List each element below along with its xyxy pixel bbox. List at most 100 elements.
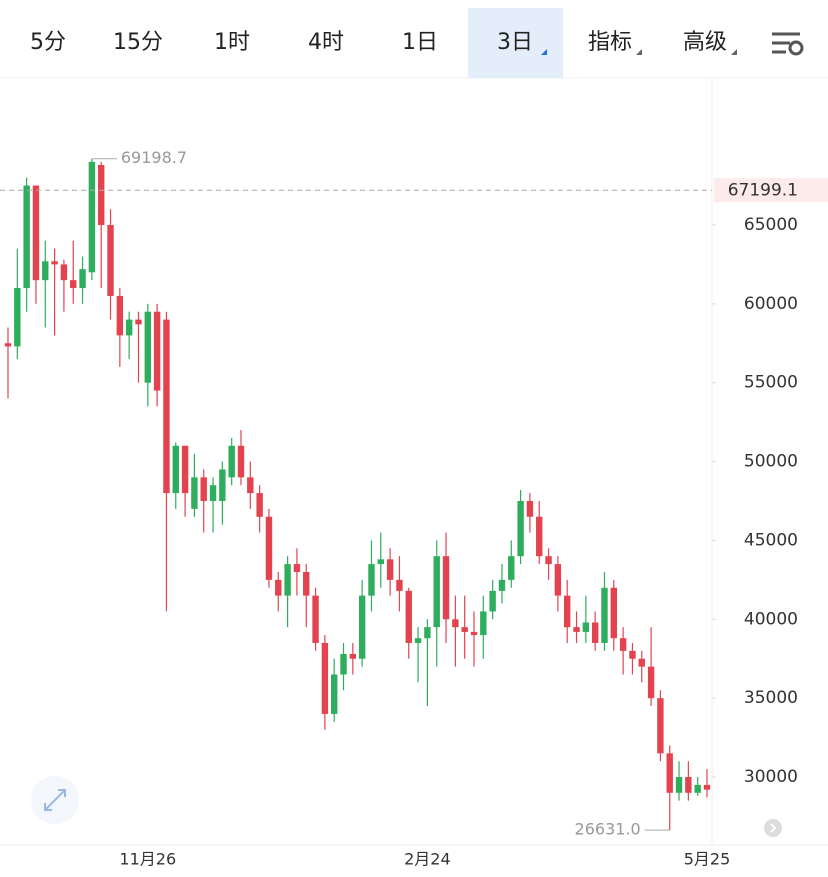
- candle-body: [703, 784, 711, 790]
- candle-body: [545, 556, 552, 565]
- candle-body: [172, 445, 179, 494]
- candle-body: [619, 638, 627, 651]
- candle-body: [265, 516, 273, 580]
- candle-body: [638, 658, 645, 667]
- tab[interactable]: 1日: [402, 30, 438, 55]
- candle-body: [442, 556, 450, 620]
- candle-body: [591, 622, 599, 643]
- candle-body: [60, 264, 68, 281]
- candle-body: [610, 587, 617, 639]
- candle-body: [349, 653, 357, 659]
- min-label: 26631.0: [575, 820, 641, 839]
- candle-body: [685, 777, 692, 793]
- tab[interactable]: 指标: [588, 30, 632, 55]
- dropdown-caret: [636, 49, 642, 55]
- price-label-bg: [714, 178, 828, 203]
- candle-body: [414, 638, 422, 643]
- candle-body: [4, 343, 12, 347]
- candle-body: [219, 469, 226, 501]
- candle-body: [135, 319, 142, 325]
- candle-body: [368, 564, 375, 596]
- candle-body: [424, 627, 431, 639]
- candle-body: [275, 579, 282, 596]
- candle-body: [51, 261, 58, 265]
- candle-body: [657, 698, 664, 754]
- x-tick-label: 2月24: [404, 850, 451, 869]
- candle-body: [554, 564, 562, 596]
- candle-body: [647, 666, 655, 699]
- candle-body: [675, 777, 683, 793]
- candle-body: [191, 477, 198, 509]
- y-tick-label: 40000: [744, 609, 798, 629]
- price-label: 67199.1: [728, 180, 798, 200]
- tab[interactable]: 5分: [30, 30, 66, 55]
- candle-body: [526, 500, 534, 517]
- candle-body: [396, 579, 403, 591]
- candle-body: [23, 185, 30, 289]
- dropdown-caret: [731, 49, 737, 55]
- candle-body: [498, 579, 506, 591]
- candle-body: [247, 477, 254, 494]
- candle-body: [312, 595, 319, 643]
- candle-body: [508, 556, 515, 580]
- candle-body: [358, 595, 366, 659]
- candle-body: [452, 619, 459, 628]
- candle-body: [284, 564, 291, 596]
- settings-icon[interactable]: [772, 32, 804, 56]
- candle-body: [116, 295, 124, 336]
- candle-body: [629, 650, 636, 659]
- candle-body: [433, 556, 440, 628]
- candle-body: [153, 311, 161, 391]
- candle-body: [32, 185, 40, 281]
- tab[interactable]: 1时: [214, 30, 250, 55]
- y-tick-label: 65000: [744, 215, 798, 235]
- candle-body: [601, 587, 608, 643]
- x-tick-label: 5月25: [684, 850, 731, 869]
- candle-body: [88, 161, 96, 273]
- candle-body: [666, 753, 673, 793]
- candle-body: [163, 319, 170, 494]
- scroll-button[interactable]: [764, 819, 782, 837]
- candle-body: [70, 280, 77, 289]
- candle-body: [144, 311, 151, 383]
- candle-body: [42, 261, 49, 281]
- tab[interactable]: 15分: [113, 30, 163, 55]
- candle-body: [377, 559, 384, 565]
- y-tick-label: 60000: [744, 294, 798, 314]
- expand-button[interactable]: [31, 776, 79, 824]
- tab[interactable]: 高级: [683, 30, 727, 55]
- tab[interactable]: 3日: [497, 30, 533, 55]
- candle-body: [694, 784, 701, 793]
- scroll-arrow: [770, 823, 777, 833]
- candle-body: [536, 516, 543, 557]
- candle-body: [321, 642, 329, 714]
- tab[interactable]: 4时: [308, 30, 344, 55]
- candle-body: [331, 674, 338, 714]
- candle-body: [107, 224, 114, 296]
- y-tick-label: 30000: [744, 767, 798, 787]
- candle-body: [256, 493, 263, 517]
- candle-body: [386, 559, 394, 580]
- candle-body: [564, 595, 571, 628]
- candle-body: [470, 631, 478, 636]
- candle-body: [181, 445, 189, 494]
- y-tick-label: 55000: [744, 373, 798, 393]
- candle-body: [303, 571, 310, 596]
- x-tick-label: 11月26: [119, 850, 176, 869]
- candle-body: [125, 319, 133, 336]
- candle-body: [480, 611, 487, 636]
- candle-body: [517, 500, 524, 557]
- y-tick-label: 35000: [744, 688, 798, 708]
- active-tab-bg: [468, 8, 563, 78]
- y-tick-label: 50000: [744, 452, 798, 472]
- candle-body: [340, 653, 347, 675]
- candle-body: [573, 627, 580, 632]
- candle-body: [582, 622, 590, 632]
- candle-body: [209, 485, 217, 501]
- dropdown-caret: [541, 49, 547, 55]
- max-label: 69198.7: [121, 148, 187, 167]
- candle-body: [14, 288, 21, 347]
- candle-body: [405, 590, 412, 643]
